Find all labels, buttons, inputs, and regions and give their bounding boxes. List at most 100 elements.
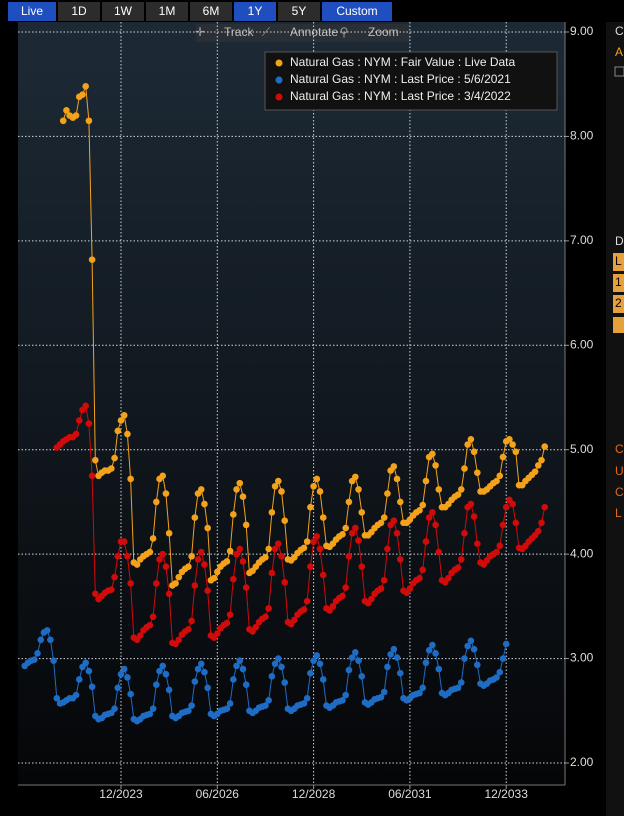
- range-button[interactable]: [8, 2, 56, 21]
- data-point: [194, 665, 202, 673]
- data-point: [239, 665, 247, 673]
- data-point: [390, 463, 398, 470]
- side-text: C: [615, 485, 624, 499]
- data-point: [210, 574, 218, 582]
- data-point: [493, 674, 500, 681]
- data-point: [393, 475, 401, 483]
- data-point: [461, 529, 468, 537]
- data-point: [114, 684, 122, 692]
- side-field: [613, 295, 624, 313]
- data-point: [310, 538, 317, 545]
- range-button[interactable]: [322, 2, 392, 21]
- data-point: [172, 580, 179, 587]
- data-point: [352, 473, 359, 481]
- data-point: [307, 503, 314, 511]
- data-point: [435, 548, 443, 556]
- data-point: [416, 574, 423, 582]
- range-button[interactable]: [102, 2, 144, 21]
- data-point: [85, 667, 93, 675]
- data-point: [156, 556, 163, 563]
- range-button[interactable]: [146, 2, 188, 21]
- data-point: [406, 585, 414, 592]
- data-point: [188, 617, 195, 625]
- data-point: [63, 107, 70, 114]
- data-point: [291, 616, 298, 624]
- range-button-label[interactable]: 1Y: [248, 4, 263, 18]
- data-point: [307, 563, 314, 570]
- data-point: [236, 479, 244, 487]
- data-point: [191, 582, 199, 589]
- data-point: [117, 417, 125, 424]
- toolbar: Live 1D 1W 1M 6M 1Y 5Y Custom: [0, 0, 624, 22]
- data-point: [352, 524, 359, 532]
- data-point: [355, 657, 362, 664]
- x-tick-label: 12/2023: [99, 787, 143, 801]
- data-point: [162, 670, 170, 678]
- range-button[interactable]: [278, 2, 320, 21]
- data-point: [72, 430, 80, 438]
- data-point: [226, 700, 234, 707]
- data-point: [493, 548, 500, 556]
- data-point: [445, 574, 452, 582]
- data-point: [194, 556, 202, 563]
- data-point: [512, 448, 520, 456]
- data-point: [197, 660, 205, 668]
- side-text: D: [615, 234, 624, 248]
- range-button[interactable]: [190, 2, 232, 21]
- range-button-label[interactable]: 5Y: [292, 4, 307, 18]
- data-point: [342, 584, 350, 591]
- data-point: [233, 550, 240, 558]
- data-point: [467, 637, 475, 645]
- data-point: [499, 453, 507, 461]
- range-button-label[interactable]: Custom: [336, 4, 377, 18]
- tool-bar: ✛ Track ⟋ Annotate ⚲ Zoom: [195, 24, 410, 42]
- data-point: [268, 509, 276, 516]
- data-point: [538, 519, 545, 527]
- data-point: [34, 650, 41, 657]
- range-button-label[interactable]: 6M: [203, 4, 220, 18]
- y-tick-label: 4.00: [570, 546, 594, 560]
- range-button[interactable]: [58, 2, 100, 21]
- tool-icon: ⟋: [262, 25, 271, 39]
- data-point: [470, 448, 478, 456]
- data-point: [435, 486, 443, 493]
- data-point: [146, 621, 154, 629]
- data-point: [281, 679, 289, 686]
- data-point: [393, 529, 401, 537]
- data-point: [422, 477, 430, 485]
- data-point: [108, 586, 115, 593]
- range-button-label[interactable]: 1M: [159, 4, 176, 18]
- data-point: [262, 613, 269, 621]
- data-point: [464, 642, 471, 650]
- data-point: [82, 659, 89, 667]
- data-point: [310, 657, 317, 664]
- range-button-label[interactable]: 1W: [114, 4, 133, 18]
- data-point: [396, 556, 404, 563]
- data-point: [92, 456, 99, 464]
- data-point: [541, 443, 549, 450]
- data-point: [188, 552, 195, 560]
- data-point: [242, 584, 250, 591]
- side-text: 1: [615, 275, 622, 289]
- data-point: [53, 694, 61, 702]
- y-tick-label: 8.00: [570, 129, 594, 143]
- data-point: [316, 545, 324, 553]
- data-point: [470, 645, 478, 653]
- data-point: [461, 655, 468, 662]
- data-point: [191, 514, 199, 521]
- range-button-label[interactable]: Live: [21, 4, 43, 18]
- range-button-label[interactable]: 1D: [71, 4, 87, 18]
- data-point: [432, 650, 439, 657]
- range-button[interactable]: [234, 2, 276, 21]
- tool-label[interactable]: Annotate: [290, 25, 338, 39]
- side-panel: [606, 20, 624, 816]
- data-point: [393, 654, 401, 661]
- data-point: [114, 427, 122, 435]
- data-point: [464, 441, 471, 448]
- data-point: [88, 472, 96, 480]
- data-point: [474, 540, 481, 547]
- side-text: C: [615, 24, 624, 38]
- data-point: [230, 511, 237, 518]
- data-point: [204, 524, 211, 532]
- data-point: [474, 661, 481, 669]
